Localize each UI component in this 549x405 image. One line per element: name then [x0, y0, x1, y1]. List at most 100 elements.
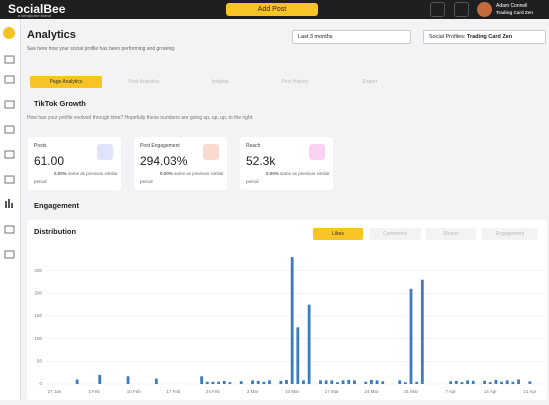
chart-title: Distribution [34, 227, 77, 236]
bar [302, 380, 305, 384]
x-tick-label: 27 Jan [48, 389, 62, 394]
user-workspace: Trading Card Zen [496, 10, 534, 15]
stat-note: 0.00% same as previous similar period [246, 170, 330, 186]
x-tick-label: 21 Apr [523, 389, 537, 394]
bar [409, 288, 413, 384]
logo[interactable]: SocialBee [8, 2, 66, 16]
stat-note: 0.00% same as previous similar period [34, 170, 118, 186]
bar [268, 380, 271, 384]
chart-card [27, 220, 547, 400]
metric-button[interactable]: Likes [313, 228, 363, 240]
stat-value: 294.03% [140, 154, 188, 168]
stat-value: 52.3k [246, 154, 276, 168]
bar [211, 381, 215, 384]
bar [420, 279, 424, 384]
bar [466, 380, 470, 384]
bar [511, 381, 515, 384]
stat-note-text: same as previous similar period [34, 171, 118, 184]
bar [256, 380, 260, 384]
x-tick-label: 10 Feb [127, 389, 142, 394]
bar [205, 381, 209, 384]
bar [517, 379, 520, 384]
x-tick-label: 3 Feb [88, 389, 100, 394]
bar [528, 381, 532, 384]
sidebar-icons [3, 27, 15, 259]
bar [403, 382, 407, 384]
avatar[interactable] [477, 2, 492, 17]
y-tick-label: 150 [34, 313, 42, 318]
bar [200, 376, 204, 384]
stat-change: 0.00% [54, 171, 67, 176]
metric-button[interactable]: Engagement [482, 228, 538, 240]
profile-select[interactable]: Social Profiles: Trading Card Zen [423, 30, 546, 44]
bar [341, 380, 345, 384]
stat-card: Reach 52.3k 0.00% same as previous simil… [240, 137, 333, 190]
stat-value: 61.00 [34, 154, 65, 168]
bar [381, 381, 385, 384]
stat-card: Posts 61.00 0.00% same as previous simil… [28, 137, 121, 190]
bar [364, 381, 368, 384]
y-tick-label: 200 [34, 291, 42, 296]
stat-label: Posts [34, 143, 47, 149]
add-post-button[interactable]: Add Post [226, 3, 318, 16]
bar [222, 380, 226, 384]
y-tick-label: 0 [39, 381, 42, 386]
y-tick-label: 250 [34, 268, 42, 273]
bar [336, 382, 339, 384]
profile-name: Trading Card Zen [466, 34, 513, 40]
bar [471, 380, 475, 384]
tab[interactable]: Export [362, 79, 378, 85]
x-tick-label: 17 Mar [325, 389, 340, 394]
metric-button[interactable]: Comments [369, 228, 421, 240]
date-range: Last 3 months [298, 34, 333, 40]
bar [154, 378, 158, 384]
logo-tagline: a sendpulse brand [18, 13, 51, 18]
bar [449, 381, 453, 384]
bar [369, 379, 373, 384]
bar [296, 327, 300, 384]
user-name[interactable]: Adam Connell [496, 3, 528, 9]
notifications-button[interactable] [454, 2, 469, 17]
bar [483, 380, 486, 384]
stat-icon [97, 144, 113, 160]
stat-note-text: same as previous similar period [246, 171, 330, 184]
bar [98, 374, 102, 384]
stat-card: Post Engagement 294.03% 0.00% same as pr… [134, 137, 227, 190]
y-tick-label: 100 [34, 336, 42, 341]
tab[interactable]: Post History [281, 79, 309, 85]
metric-button[interactable]: Shares [426, 228, 476, 240]
bar [307, 304, 311, 384]
bar [398, 380, 402, 384]
bar [500, 381, 503, 384]
x-tick-label: 17 Feb [166, 389, 181, 394]
stat-change: 0.00% [160, 171, 173, 176]
bar [330, 380, 334, 384]
page-subtitle: See here how your social profile has bee… [27, 46, 176, 52]
bar [375, 380, 379, 384]
tab[interactable]: Insights [211, 79, 229, 85]
stat-label: Reach [246, 143, 261, 149]
x-tick-label: 24 Mar [364, 389, 379, 394]
x-tick-label: 7 Apr [445, 389, 456, 394]
sidebar [0, 19, 21, 400]
stat-icon [309, 144, 325, 160]
stat-note: 0.00% same as previous similar period [140, 170, 224, 186]
bar [488, 382, 492, 384]
section-title: Engagement [34, 201, 80, 210]
cart-button[interactable] [430, 2, 445, 17]
tab[interactable]: Page Analytics [30, 76, 102, 88]
x-tick-label: 31 Mar [404, 389, 419, 394]
bar [75, 379, 79, 384]
tab[interactable]: Post Analytics [128, 79, 160, 85]
section-title: TikTok Growth [34, 99, 86, 108]
stat-note-text: same as previous similar period [140, 171, 224, 184]
bar [290, 257, 294, 384]
bar [324, 380, 328, 384]
date-range-select[interactable]: Last 3 months [292, 30, 411, 44]
bar [347, 379, 351, 384]
bar [454, 380, 458, 384]
bar [505, 380, 509, 384]
profile-label: Social Profiles: [429, 34, 466, 40]
